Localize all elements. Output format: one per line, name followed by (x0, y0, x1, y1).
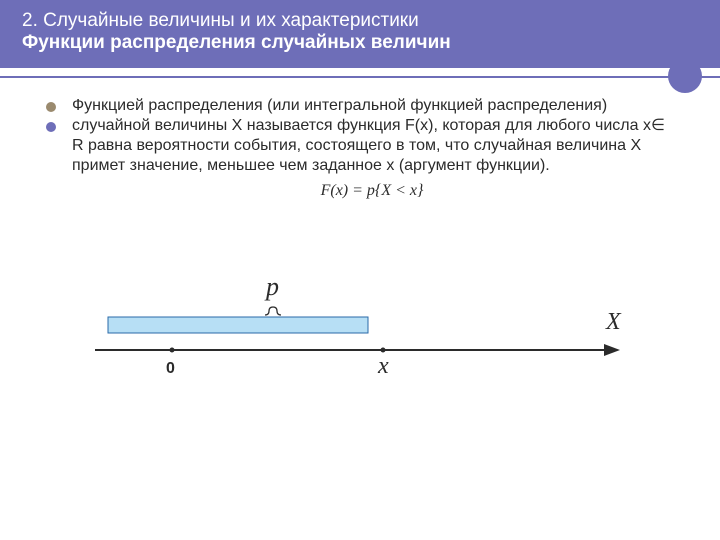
svg-text:X: X (605, 309, 622, 335)
body-text: Функцией распределения (или интегральной… (72, 96, 672, 201)
slide: 2. Случайные величины и их характеристик… (0, 0, 720, 540)
formula: F(x) = p{X < x} (72, 181, 672, 201)
bullet-icon (46, 122, 56, 132)
svg-text:p: p (264, 272, 279, 301)
svg-text:x: x (377, 353, 389, 379)
diagram-svg: Xp 0 x (90, 255, 630, 415)
corner-circle-icon (668, 59, 702, 93)
definition-paragraph: Функцией распределения (или интегральной… (72, 96, 672, 177)
title-line-1: 2. Случайные величины и их характеристик… (22, 10, 720, 32)
title-line-2: Функции распределения случайных величин (22, 32, 720, 54)
number-line-diagram: Xp 0 x (90, 255, 630, 415)
bullet-icon (46, 102, 56, 112)
svg-text:0: 0 (166, 360, 175, 377)
divider-line (0, 76, 720, 78)
title-banner: 2. Случайные величины и их характеристик… (0, 0, 720, 68)
